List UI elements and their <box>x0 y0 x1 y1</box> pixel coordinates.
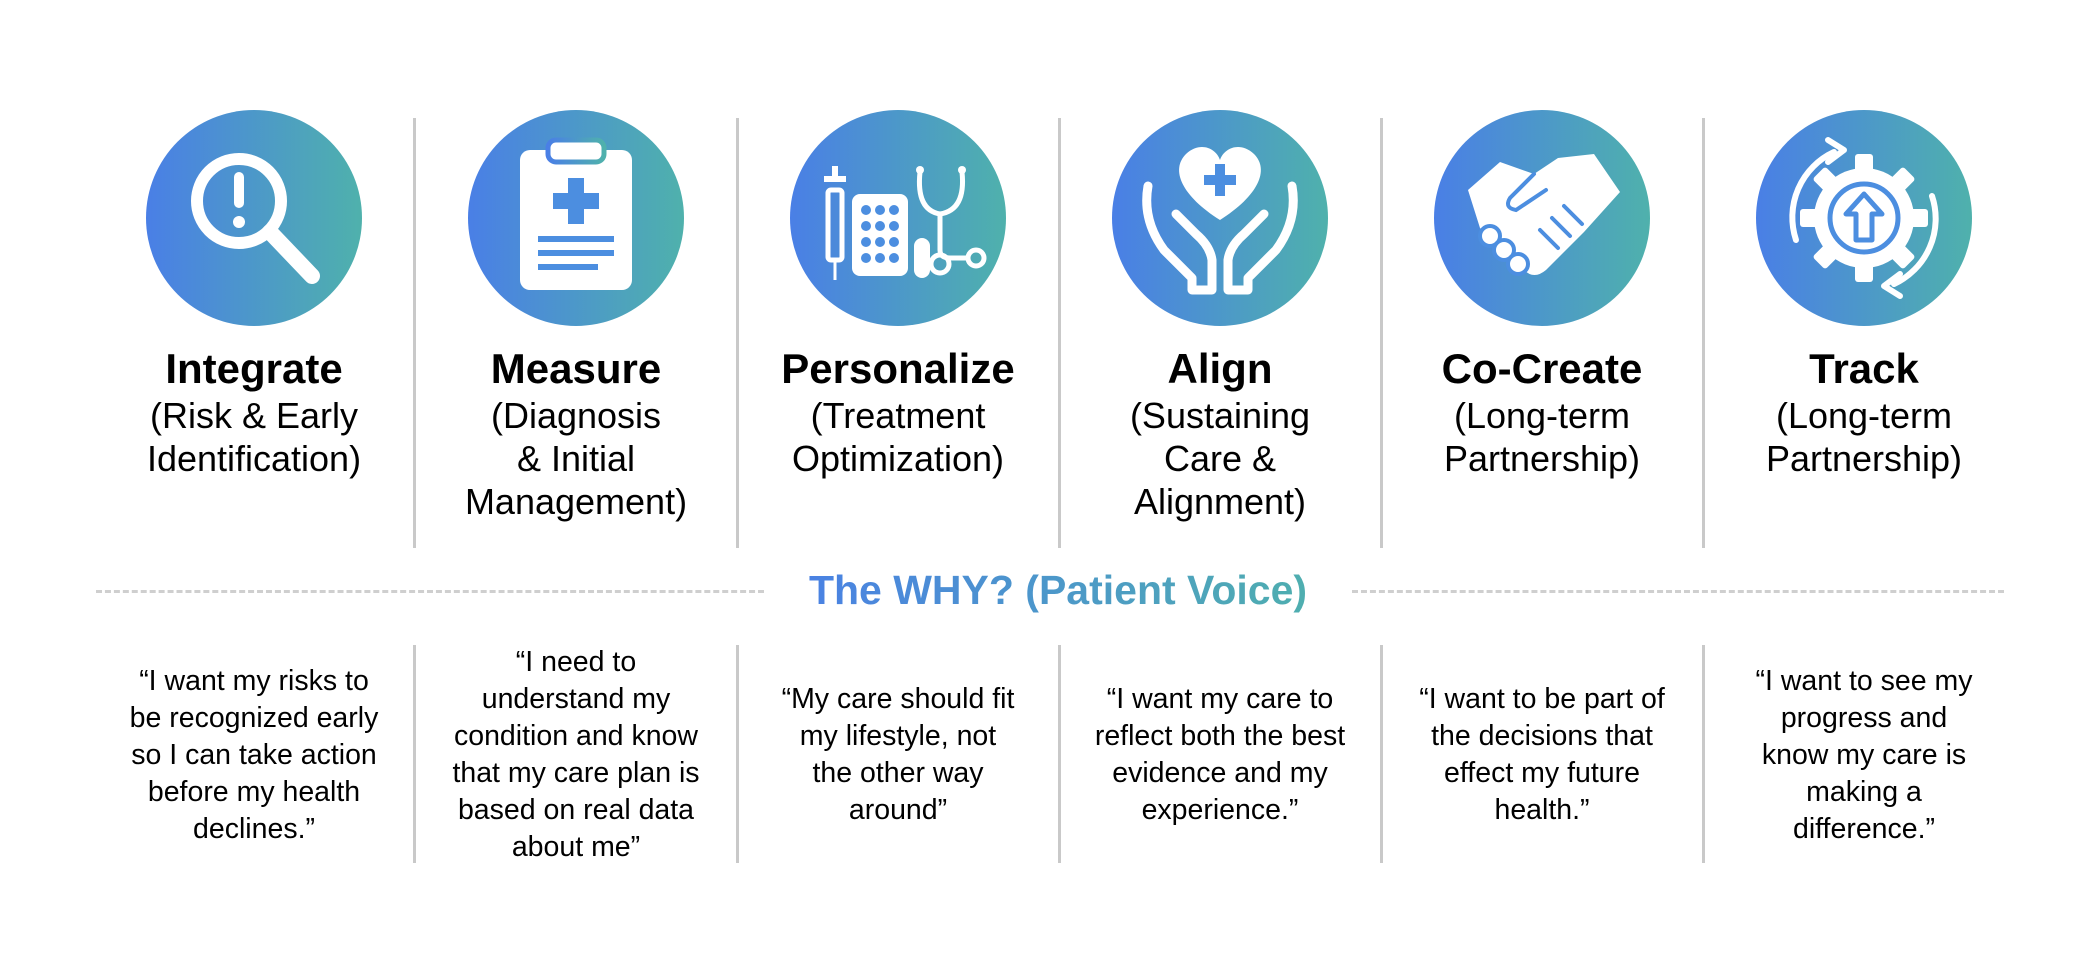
column-divider <box>413 645 416 863</box>
patient-quote-personalize: “My care should fit my lifestyle, not th… <box>737 650 1059 860</box>
step-subtitle: (Long-term Partnership) <box>1765 395 1963 479</box>
medications-stethoscope-icon <box>790 110 1006 326</box>
step-title: Align <box>1167 345 1273 392</box>
step-co-create: Co-Create (Long-term Partnership) <box>1381 110 1703 480</box>
column-divider <box>1702 645 1705 863</box>
patient-quote-measure: “I need to understand my condition and k… <box>415 646 737 863</box>
step-subtitle: (Risk & Early Identification) <box>146 395 362 479</box>
column-divider <box>736 118 739 548</box>
handshake-icon <box>1434 110 1650 326</box>
step-align: Align (Sustaining Care & Alignment) <box>1059 110 1381 523</box>
column-divider <box>1380 645 1383 863</box>
patient-quote-integrate: “I want my risks to be recognized early … <box>93 650 415 860</box>
step-title: Personalize <box>781 345 1015 392</box>
step-title: Co-Create <box>1441 345 1643 392</box>
dashed-separator-left <box>96 590 764 593</box>
dashed-separator-right <box>1352 590 2004 593</box>
step-measure: Measure (Diagnosis & Initial Management) <box>415 110 737 523</box>
column-divider <box>736 645 739 863</box>
step-title: Measure <box>490 345 662 392</box>
why-heading: The WHY? (Patient Voice) <box>778 565 1338 615</box>
patient-quote-align: “I want my care to reflect both the best… <box>1059 650 1381 860</box>
column-divider <box>1702 118 1705 548</box>
magnifier-exclamation-icon <box>146 110 362 326</box>
hands-heart-icon <box>1112 110 1328 326</box>
step-integrate: Integrate (Risk & Early Identification) <box>93 110 415 480</box>
step-track: Track (Long-term Partnership) <box>1703 110 2025 480</box>
quote-text: “I need to understand my condition and k… <box>452 646 700 863</box>
column-divider <box>1058 645 1061 863</box>
quote-text: “I want my risks to be recognized early … <box>129 664 379 845</box>
patient-quote-track: “I want to see my progress and know my c… <box>1703 650 2025 860</box>
quote-text: “I want to be part of the decisions that… <box>1419 683 1665 826</box>
step-title: Integrate <box>165 345 343 392</box>
step-subtitle: (Sustaining Care & Alignment) <box>1129 395 1311 522</box>
quote-text: “My care should fit my lifestyle, not th… <box>781 683 1015 826</box>
column-divider <box>1380 118 1383 548</box>
quote-text: “I want to see my progress and know my c… <box>1755 664 1973 845</box>
patient-quote-co-create: “I want to be part of the decisions that… <box>1381 650 1703 860</box>
gear-cycle-icon <box>1756 110 1972 326</box>
step-subtitle: (Long-term Partnership) <box>1443 395 1641 479</box>
step-personalize: Personalize (Treatment Optimization) <box>737 110 1059 480</box>
quote-text: “I want my care to reflect both the best… <box>1094 683 1346 826</box>
column-divider <box>1058 118 1061 548</box>
step-title: Track <box>1809 345 1919 392</box>
column-divider <box>413 118 416 548</box>
step-subtitle: (Treatment Optimization) <box>791 395 1005 479</box>
clipboard-medical-icon <box>468 110 684 326</box>
step-subtitle: (Diagnosis & Initial Management) <box>464 395 688 522</box>
